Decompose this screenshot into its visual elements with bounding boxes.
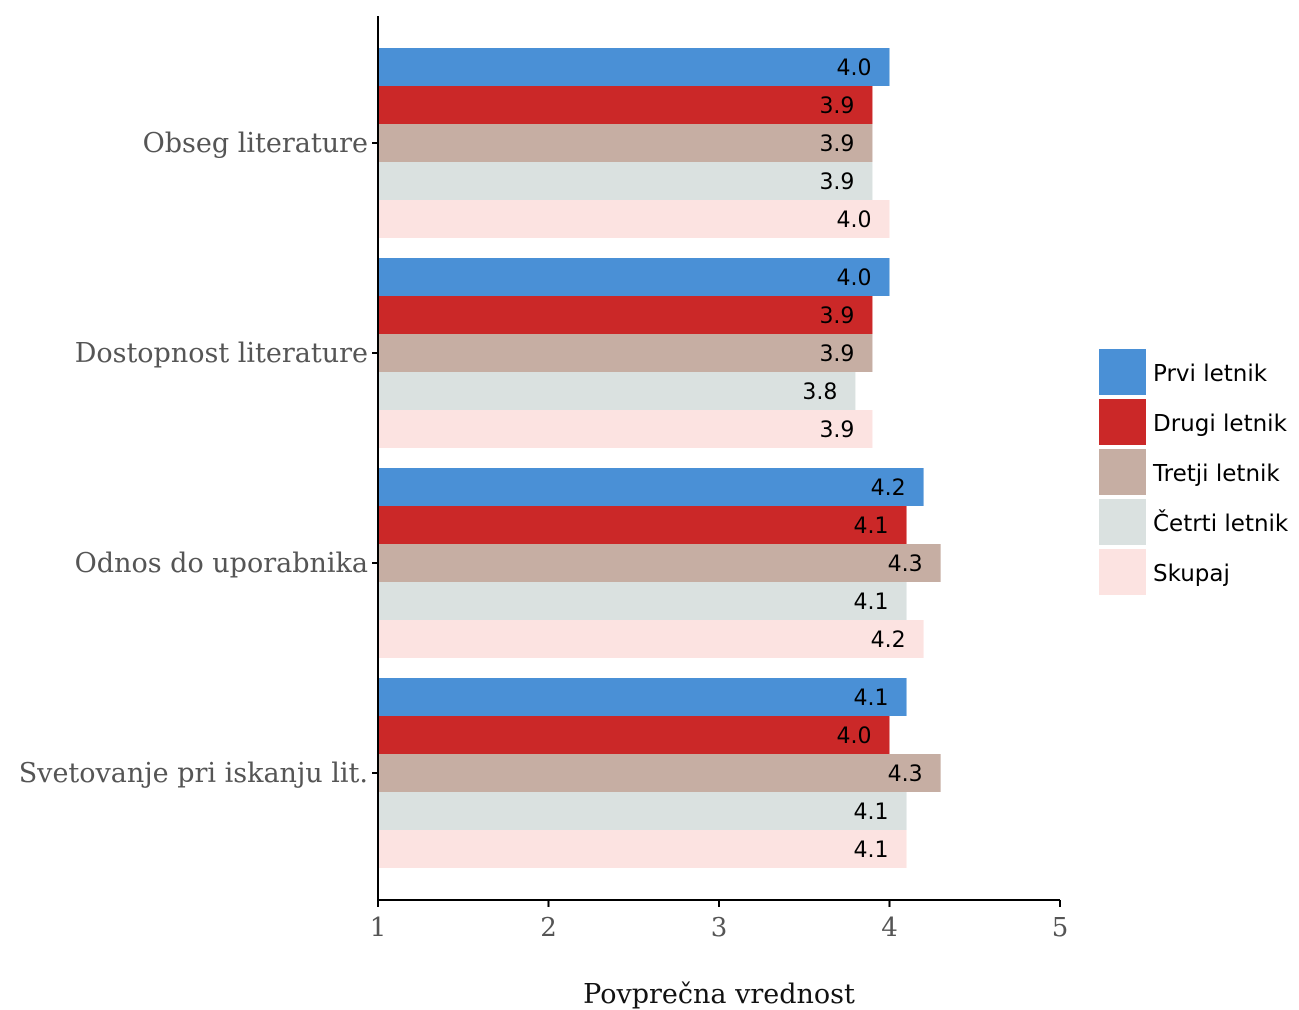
- x-tick-label-5: 5: [1052, 913, 1069, 943]
- legend-key-prvi-letnik: [1099, 349, 1146, 395]
- data-label-odnos-do-uporabnika-drugi-letnik: 4.1: [854, 514, 889, 539]
- bar-svetovanje-pri-iskanju-lit-tretji-letnik: [378, 754, 941, 792]
- data-label-dostopnost-literature-skupaj: 3.9: [819, 418, 854, 443]
- data-label-obseg-literature-tretji-letnik: 3.9: [819, 132, 854, 157]
- x-tick-label-3: 3: [711, 913, 728, 943]
- data-label-obseg-literature-prvi-letnik: 4.0: [837, 56, 872, 81]
- x-tick-label-1: 1: [370, 913, 387, 943]
- bar-svetovanje-pri-iskanju-lit-skupaj: [378, 830, 907, 868]
- bar-dostopnost-literature-cetrti-letnik: [378, 372, 856, 410]
- x-tick-label-4: 4: [881, 913, 898, 943]
- data-label-svetovanje-pri-iskanju-lit-tretji-letnik: 4.3: [888, 762, 923, 787]
- bar-odnos-do-uporabnika-drugi-letnik: [378, 506, 907, 544]
- data-label-odnos-do-uporabnika-tretji-letnik: 4.3: [888, 552, 923, 577]
- data-label-svetovanje-pri-iskanju-lit-skupaj: 4.1: [854, 838, 889, 863]
- data-label-obseg-literature-cetrti-letnik: 3.9: [819, 170, 854, 195]
- bar-svetovanje-pri-iskanju-lit-prvi-letnik: [378, 678, 907, 716]
- bar-obseg-literature-drugi-letnik: [378, 86, 873, 124]
- bar-dostopnost-literature-prvi-letnik: [378, 258, 890, 296]
- category-label-obseg-literature: Obseg literature: [143, 128, 368, 159]
- legend-label-skupaj: Skupaj: [1153, 561, 1230, 587]
- bar-obseg-literature-cetrti-letnik: [378, 162, 873, 200]
- bar-odnos-do-uporabnika-cetrti-letnik: [378, 582, 907, 620]
- legend-label-prvi-letnik: Prvi letnik: [1153, 361, 1268, 387]
- bar-odnos-do-uporabnika-tretji-letnik: [378, 544, 941, 582]
- bar-odnos-do-uporabnika-prvi-letnik: [378, 468, 924, 506]
- category-label-odnos-do-uporabnika: Odnos do uporabnika: [75, 548, 368, 579]
- data-label-dostopnost-literature-tretji-letnik: 3.9: [819, 342, 854, 367]
- data-label-dostopnost-literature-drugi-letnik: 3.9: [819, 304, 854, 329]
- data-label-odnos-do-uporabnika-prvi-letnik: 4.2: [871, 476, 906, 501]
- data-label-odnos-do-uporabnika-cetrti-letnik: 4.1: [854, 590, 889, 615]
- legend-key-skupaj: [1099, 549, 1146, 595]
- data-label-svetovanje-pri-iskanju-lit-cetrti-letnik: 4.1: [854, 800, 889, 825]
- data-label-obseg-literature-skupaj: 4.0: [837, 208, 872, 233]
- x-tick-label-2: 2: [540, 913, 557, 943]
- legend-key-tretji-letnik: [1099, 449, 1146, 495]
- data-labels-layer: 4.0 3.9 3.9 3.9 4.0 4.0 3.9 3.9 3.8 3.9 4.2 4.1 4.3 4…: [802, 56, 922, 863]
- category-label-dostopnost-literature: Dostopnost literature: [75, 338, 368, 369]
- category-label-svetovanje-pri-iskanju-lit: Svetovanje pri iskanju lit.: [19, 758, 368, 789]
- category-axis: Obseg literature Dostopnost literature Odn…: [19, 128, 378, 789]
- bar-obseg-literature-skupaj: [378, 200, 890, 238]
- bars-layer: [378, 48, 941, 868]
- bar-odnos-do-uporabnika-skupaj: [378, 620, 924, 658]
- legend-label-drugi-letnik: Drugi letnik: [1153, 411, 1288, 437]
- data-label-obseg-literature-drugi-letnik: 3.9: [819, 94, 854, 119]
- legend-label-cetrti-letnik: Četrti letnik: [1153, 509, 1289, 537]
- legend: Prvi letnik Drugi letnik Tretji letnik Četr…: [1099, 349, 1289, 595]
- bar-svetovanje-pri-iskanju-lit-cetrti-letnik: [378, 792, 907, 830]
- data-label-svetovanje-pri-iskanju-lit-drugi-letnik: 4.0: [837, 724, 872, 749]
- value-axis: 1 2 3 4 5: [370, 900, 1069, 943]
- data-label-dostopnost-literature-cetrti-letnik: 3.8: [802, 380, 837, 405]
- legend-label-tretji-letnik: Tretji letnik: [1152, 461, 1280, 487]
- data-label-odnos-do-uporabnika-skupaj: 4.2: [871, 628, 906, 653]
- bar-dostopnost-literature-skupaj: [378, 410, 873, 448]
- legend-key-cetrti-letnik: [1099, 499, 1146, 545]
- bar-obseg-literature-prvi-letnik: [378, 48, 890, 86]
- data-label-svetovanje-pri-iskanju-lit-prvi-letnik: 4.1: [854, 686, 889, 711]
- bar-dostopnost-literature-tretji-letnik: [378, 334, 873, 372]
- x-axis-title: Povprečna vrednost: [583, 979, 855, 1010]
- bar-obseg-literature-tretji-letnik: [378, 124, 873, 162]
- bar-svetovanje-pri-iskanju-lit-drugi-letnik: [378, 716, 890, 754]
- data-label-dostopnost-literature-prvi-letnik: 4.0: [837, 266, 872, 291]
- legend-key-drugi-letnik: [1099, 399, 1146, 445]
- bar-dostopnost-literature-drugi-letnik: [378, 296, 873, 334]
